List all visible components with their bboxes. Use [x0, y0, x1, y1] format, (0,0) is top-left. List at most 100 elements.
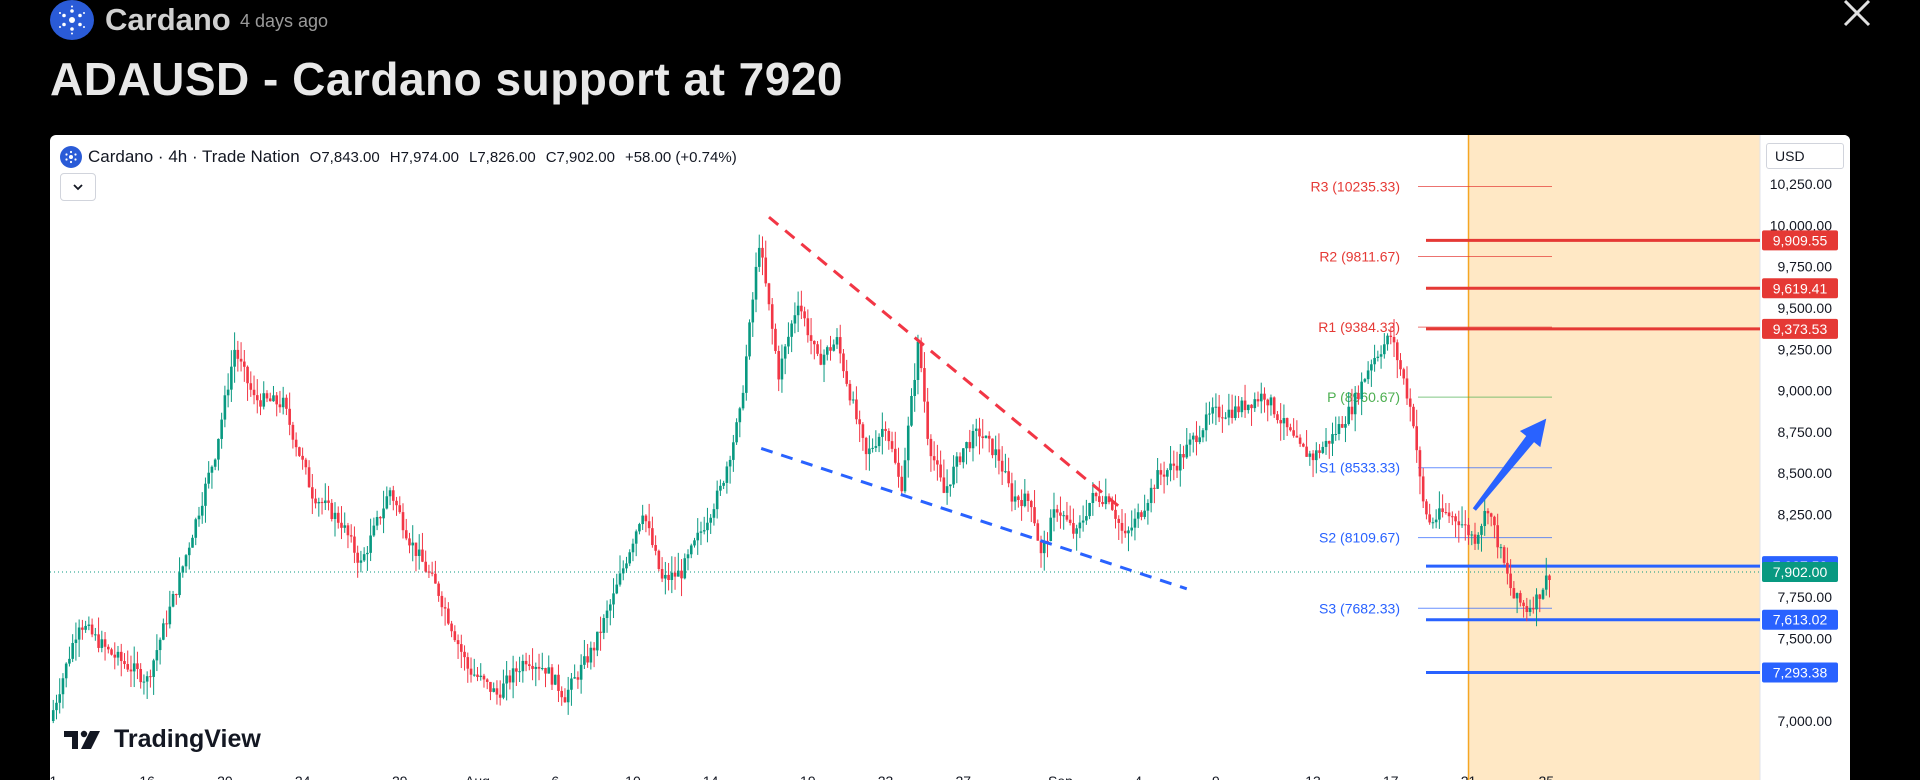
- candle-body: [547, 667, 551, 674]
- price-level-tag-label: 9,373.53: [1773, 321, 1828, 337]
- currency-selector[interactable]: USD: [1766, 143, 1844, 169]
- candle-body: [936, 460, 939, 465]
- legend-collapse-button[interactable]: [60, 173, 96, 201]
- x-tick-label: 10: [625, 773, 641, 780]
- candle-body: [780, 358, 784, 380]
- candle-body: [939, 464, 942, 478]
- candle-body: [1204, 414, 1208, 431]
- candle-body: [1476, 534, 1480, 544]
- candle-body: [793, 315, 797, 324]
- candle-body: [1402, 369, 1406, 379]
- candle-body: [751, 299, 755, 323]
- candle-body: [906, 425, 910, 461]
- open-label: O: [309, 148, 322, 166]
- pivot-label: S1 (8533.33): [1319, 460, 1400, 476]
- candle-body: [1392, 336, 1396, 343]
- x-tick-label: Aug: [465, 773, 490, 780]
- candle-body: [676, 570, 680, 577]
- candle-body: [226, 389, 230, 396]
- candle-body: [871, 447, 874, 449]
- candle-body: [285, 397, 288, 409]
- candle-body: [693, 540, 696, 546]
- candle-body: [1366, 370, 1370, 380]
- candle-body: [175, 594, 178, 596]
- candle-body: [204, 483, 207, 506]
- candle-body: [576, 677, 580, 680]
- legend-high: H7,974.00: [390, 149, 459, 166]
- candle-body: [1013, 496, 1017, 502]
- candle-body: [689, 545, 693, 555]
- legend-close: C7,902.00: [546, 149, 615, 166]
- price-chart[interactable]: 7,000.00 7,500.00 7,750.00 8,250.00 8,500.00…: [50, 135, 1850, 780]
- trendline[interactable]: [768, 215, 1120, 508]
- cardano-logo-icon[interactable]: [50, 0, 94, 40]
- tradingview-watermark[interactable]: TradingView: [64, 725, 261, 754]
- candle-body: [281, 397, 285, 408]
- tradingview-logo-icon: [64, 730, 100, 749]
- candle-body: [1217, 406, 1221, 418]
- candle-body: [738, 408, 742, 423]
- candle-body: [97, 634, 100, 648]
- candle-body: [829, 347, 832, 351]
- candle-body: [197, 515, 201, 520]
- candle-body: [323, 500, 327, 504]
- candle-body: [893, 448, 897, 463]
- candle-body: [971, 430, 975, 449]
- candle-body: [336, 512, 340, 523]
- cardano-symbol-icon[interactable]: [60, 146, 82, 168]
- bullish-arrow[interactable]: [1472, 418, 1547, 511]
- candle-body: [877, 436, 881, 447]
- candle-body: [816, 344, 819, 354]
- chart-panel[interactable]: 7,000.00 7,500.00 7,750.00 8,250.00 8,500.00…: [50, 135, 1850, 780]
- candle-body: [1133, 518, 1137, 528]
- y-tick-label: 10,250.00: [1770, 176, 1832, 192]
- author-name[interactable]: Cardano: [105, 2, 231, 37]
- candle-body: [298, 447, 301, 456]
- candle-body: [602, 618, 606, 633]
- candle-body: [450, 623, 453, 632]
- candle-body: [1104, 496, 1108, 505]
- candle-body: [1085, 516, 1088, 521]
- candle-body: [949, 484, 952, 487]
- price-level-tag: [1762, 230, 1838, 251]
- candle-body: [884, 428, 887, 431]
- candle-body: [1272, 397, 1276, 415]
- trendline[interactable]: [760, 446, 1188, 591]
- candle-body: [1000, 460, 1004, 472]
- candle-body: [735, 422, 738, 443]
- candle-body: [732, 442, 735, 460]
- y-tick-label: 8,500.00: [1778, 465, 1833, 481]
- candle-body: [528, 664, 531, 666]
- candle-body: [1331, 434, 1334, 444]
- pivot-label: P (8960.67): [1327, 389, 1400, 405]
- candle-body: [916, 341, 920, 380]
- candle-body: [502, 683, 505, 698]
- candle-body: [965, 442, 968, 449]
- candle-body: [1098, 496, 1101, 502]
- candle-body: [1156, 470, 1159, 489]
- candle-body: [184, 555, 188, 567]
- candle-body: [994, 449, 997, 456]
- candle-body: [715, 490, 719, 510]
- candle-body: [126, 664, 130, 670]
- candle-body: [1285, 418, 1289, 428]
- candle-body: [1340, 424, 1344, 428]
- candle-body: [113, 654, 117, 658]
- legend-symbol[interactable]: Cardano · 4h · Trade Nation: [88, 147, 300, 166]
- candle-body: [683, 558, 687, 579]
- candle-body: [1441, 508, 1444, 513]
- candle-body: [741, 392, 745, 409]
- candle-body: [1334, 433, 1338, 435]
- candle-body: [764, 257, 768, 284]
- candle-body: [1256, 399, 1260, 402]
- close-icon[interactable]: [1842, 0, 1872, 28]
- candle-body: [1030, 500, 1033, 508]
- candle-body: [1386, 335, 1389, 345]
- candle-body: [919, 341, 923, 369]
- candle-body: [294, 439, 298, 448]
- candle-body: [987, 435, 991, 439]
- candle-body: [1389, 335, 1393, 337]
- candle-body: [557, 674, 560, 691]
- candle-body: [362, 554, 366, 561]
- candle-body: [702, 530, 706, 532]
